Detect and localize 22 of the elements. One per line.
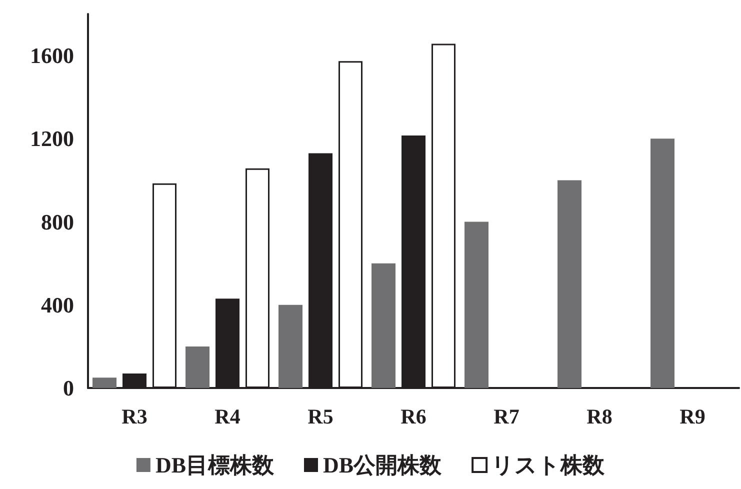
- x-tick-label: R4: [214, 404, 241, 428]
- x-tick-label: R6: [400, 404, 426, 428]
- legend-label: DB目標株数: [155, 452, 275, 478]
- bar: [186, 346, 210, 388]
- y-tick-label: 800: [41, 209, 74, 234]
- x-tick-label: R8: [586, 404, 612, 428]
- legend-label: リスト株数: [492, 452, 606, 478]
- y-tick-label: 0: [63, 376, 74, 400]
- bar: [558, 180, 582, 388]
- y-tick-label: 1600: [30, 43, 74, 68]
- x-tick-label: R7: [494, 404, 520, 428]
- bar: [278, 304, 302, 388]
- x-tick-label: R9: [680, 404, 706, 428]
- y-tick-label: 400: [41, 292, 74, 318]
- x-tick-label: R5: [308, 404, 334, 428]
- bar: [650, 138, 674, 388]
- bar: [92, 378, 116, 388]
- x-tick-label: R3: [122, 404, 148, 428]
- bar: [372, 263, 396, 388]
- bar: [464, 222, 488, 388]
- y-tick-label: 1200: [30, 126, 74, 152]
- legend-label: DB公開株数: [323, 452, 443, 478]
